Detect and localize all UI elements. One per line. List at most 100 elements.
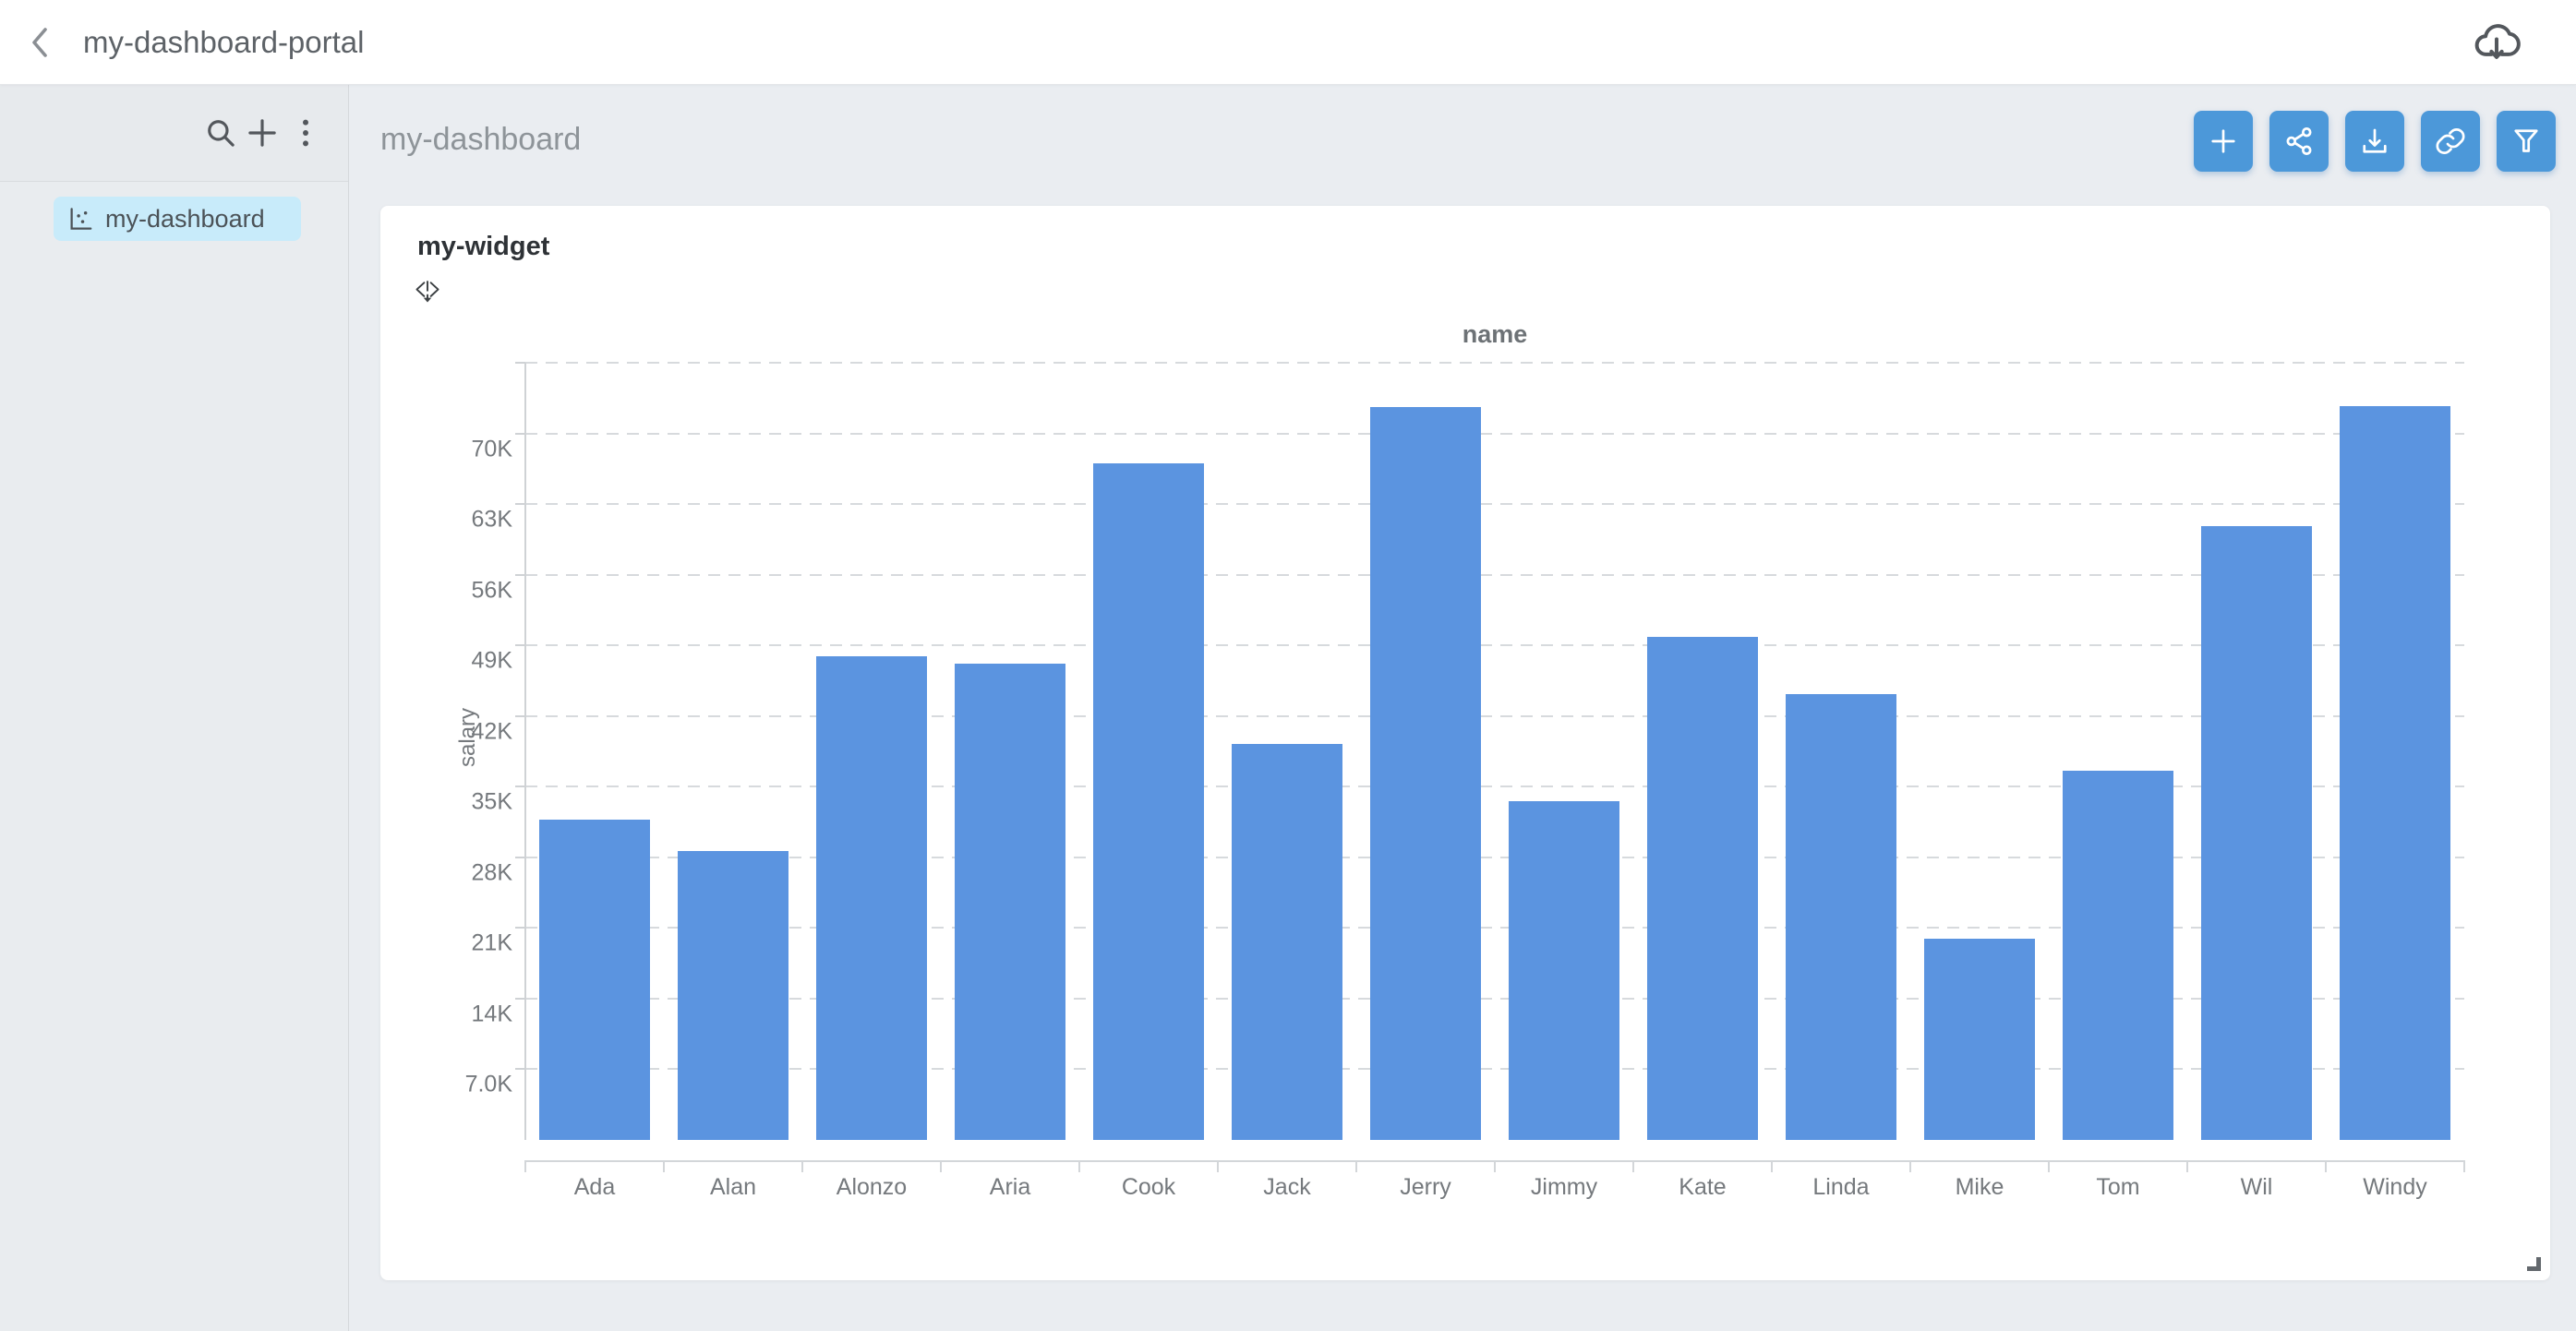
x-tick-label: Alan: [709, 1174, 757, 1200]
link-icon: [2436, 128, 2465, 154]
dashboard-title: my-dashboard: [380, 122, 582, 157]
gridline: [525, 644, 2464, 647]
copy-link-button[interactable]: [2421, 111, 2480, 172]
x-axis-tick: [801, 1160, 803, 1172]
x-axis-tick: [1217, 1160, 1219, 1172]
chart-icon: [66, 205, 94, 233]
bar-alan[interactable]: [678, 851, 788, 1140]
share-icon: [2286, 127, 2312, 155]
gridline: [525, 927, 2464, 929]
y-tick-label: 49K: [471, 647, 512, 674]
back-button[interactable]: [18, 20, 63, 65]
gridline: [525, 1068, 2464, 1071]
widget-card: my-widget name salary 7.0K 14K 21K 28K 35K 42…: [380, 206, 2550, 1280]
filter-icon: [2514, 129, 2538, 152]
add-icon[interactable]: [243, 114, 282, 152]
gridline: [525, 362, 2464, 364]
x-tick-label: Jimmy: [1530, 1174, 1598, 1200]
bar-aria[interactable]: [955, 664, 1065, 1140]
x-axis-tick: [524, 1160, 526, 1172]
gridline: [525, 573, 2464, 576]
x-axis-tick: [2463, 1160, 2465, 1172]
y-axis-tick: [515, 997, 525, 1000]
move-handle-icon[interactable]: [412, 276, 443, 307]
search-icon[interactable]: [201, 114, 240, 152]
bar-mike[interactable]: [1924, 939, 2035, 1140]
gridline: [525, 856, 2464, 858]
sidebar-item-my-dashboard[interactable]: my-dashboard: [54, 197, 301, 241]
x-tick-label: Linda: [1812, 1174, 1870, 1200]
export-button[interactable]: [2345, 111, 2404, 172]
page-title: my-dashboard-portal: [83, 25, 365, 59]
x-axis-tick: [1632, 1160, 1634, 1172]
x-tick-label: Jack: [1263, 1174, 1311, 1200]
gridline: [525, 785, 2464, 788]
bar-kate[interactable]: [1647, 637, 1758, 1140]
y-tick-label: 70K: [471, 436, 512, 462]
chart-title: name: [1462, 320, 1528, 348]
bar-linda[interactable]: [1786, 694, 1896, 1140]
y-tick-label: 35K: [471, 788, 512, 815]
x-tick-label: Kate: [1679, 1174, 1727, 1200]
gridline: [525, 997, 2464, 1000]
y-tick-label: 21K: [471, 929, 512, 956]
bar-jimmy[interactable]: [1509, 801, 1619, 1140]
bar-jerry[interactable]: [1370, 407, 1481, 1140]
bar-alonzo[interactable]: [816, 656, 927, 1140]
filter-button[interactable]: [2497, 111, 2556, 172]
sidebar-item-label: my-dashboard: [105, 204, 265, 233]
bar-tom[interactable]: [2063, 771, 2173, 1140]
x-axis-tick: [1771, 1160, 1773, 1172]
x-axis-tick: [2048, 1160, 2050, 1172]
sidebar-header: [0, 85, 348, 182]
x-axis-tick: [1494, 1160, 1496, 1172]
cloud-download-icon[interactable]: [2471, 17, 2522, 68]
x-tick-label: Aria: [989, 1174, 1031, 1200]
x-tick-label: Cook: [1121, 1174, 1176, 1200]
bar-ada[interactable]: [539, 820, 650, 1140]
bar-windy[interactable]: [2340, 406, 2450, 1140]
x-axis-tick: [940, 1160, 942, 1172]
y-axis-tick: [515, 856, 525, 858]
x-axis-tick: [2325, 1160, 2327, 1172]
top-bar: my-dashboard-portal: [0, 0, 2576, 85]
chevron-left-icon: [32, 28, 47, 57]
x-axis-tick: [2186, 1160, 2188, 1172]
x-tick-label: Windy: [2363, 1174, 2427, 1200]
x-axis-tick: [663, 1160, 665, 1172]
bar-wil[interactable]: [2201, 526, 2312, 1140]
widget-title: my-widget: [417, 232, 550, 261]
bar-jack[interactable]: [1232, 744, 1342, 1140]
share-button[interactable]: [2269, 111, 2329, 172]
gridline: [525, 714, 2464, 717]
y-tick-label: 28K: [471, 859, 512, 886]
y-axis-tick: [515, 927, 525, 929]
x-tick-label: Ada: [573, 1174, 616, 1200]
download-icon: [2363, 128, 2387, 153]
plot-area: name salary 7.0K 14K 21K 28K 35K 42K 49K 56K 63K…: [455, 320, 2465, 1200]
bar-cook[interactable]: [1093, 463, 1204, 1140]
y-axis-tick: [515, 785, 525, 788]
gridline: [525, 432, 2464, 435]
y-axis-tick: [515, 644, 525, 647]
y-axis-line: [524, 363, 526, 1140]
resize-handle[interactable]: [2527, 1257, 2541, 1271]
dashboard-toolbar: [2194, 111, 2556, 172]
x-axis-tick: [1355, 1160, 1357, 1172]
main-area: my-dashboard: [349, 85, 2576, 1331]
gridline: [525, 503, 2464, 506]
x-axis-tick: [1909, 1160, 1911, 1172]
x-tick-label: Tom: [2096, 1174, 2140, 1200]
kebab-menu-icon[interactable]: [286, 114, 325, 152]
plus-icon: [2211, 129, 2235, 153]
x-tick-label: Jerry: [1400, 1174, 1451, 1200]
y-axis-tick: [515, 1068, 525, 1071]
y-tick-label: 56K: [471, 577, 512, 604]
y-axis-tick: [515, 362, 525, 364]
y-tick-label: 42K: [471, 718, 512, 745]
y-axis-tick: [515, 573, 525, 576]
y-axis-tick: [515, 503, 525, 506]
add-widget-button[interactable]: [2194, 111, 2253, 172]
y-tick-label: 63K: [471, 506, 512, 533]
y-tick-label: 14K: [471, 1001, 512, 1027]
